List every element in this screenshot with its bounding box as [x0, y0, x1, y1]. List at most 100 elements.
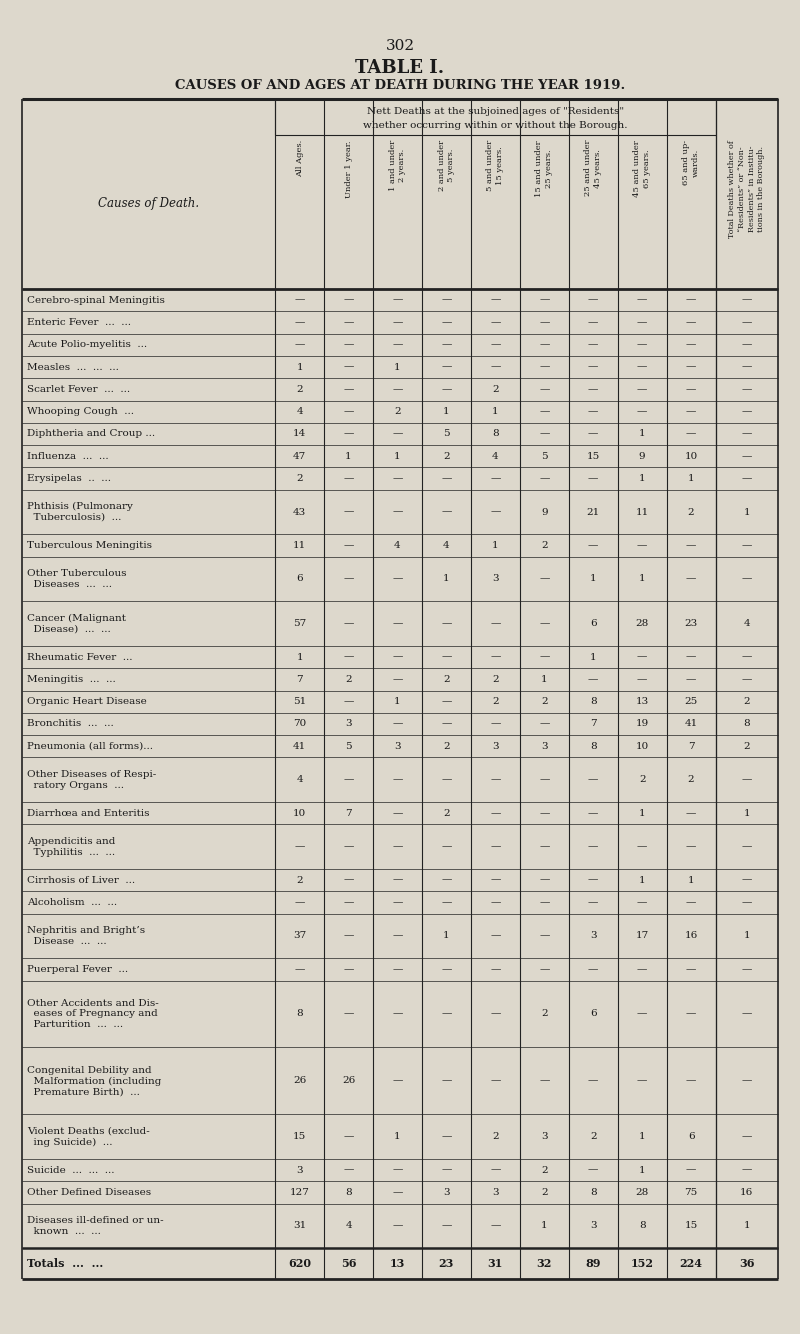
Text: —: —: [294, 340, 305, 350]
Text: —: —: [742, 296, 752, 304]
Text: —: —: [490, 619, 501, 628]
Text: 4: 4: [394, 542, 401, 550]
Text: —: —: [294, 898, 305, 907]
Text: 5: 5: [346, 742, 352, 751]
Text: 9: 9: [541, 507, 547, 516]
Text: 6: 6: [296, 575, 303, 583]
Text: —: —: [490, 775, 501, 784]
Text: —: —: [490, 964, 501, 974]
Text: —: —: [490, 474, 501, 483]
Text: —: —: [539, 1077, 550, 1086]
Text: 1: 1: [639, 875, 646, 884]
Text: —: —: [490, 1010, 501, 1018]
Text: —: —: [539, 474, 550, 483]
Text: —: —: [539, 386, 550, 394]
Text: —: —: [392, 1222, 402, 1230]
Text: —: —: [442, 775, 451, 784]
Text: —: —: [539, 652, 550, 662]
Text: 2: 2: [492, 386, 498, 394]
Text: —: —: [343, 964, 354, 974]
Text: —: —: [392, 619, 402, 628]
Text: —: —: [442, 1010, 451, 1018]
Text: Other Diseases of Respi-
  ratory Organs  ...: Other Diseases of Respi- ratory Organs .…: [27, 770, 156, 790]
Text: —: —: [392, 898, 402, 907]
Text: —: —: [686, 575, 696, 583]
Text: —: —: [392, 842, 402, 851]
Text: 3: 3: [296, 1166, 303, 1175]
Text: —: —: [588, 1077, 598, 1086]
Text: 56: 56: [341, 1258, 356, 1270]
Text: —: —: [637, 317, 647, 327]
Text: —: —: [637, 675, 647, 684]
Text: 15: 15: [685, 1222, 698, 1230]
Text: 32: 32: [537, 1258, 552, 1270]
Text: Influenza  ...  ...: Influenza ... ...: [27, 452, 109, 460]
Text: —: —: [742, 363, 752, 372]
Text: 36: 36: [739, 1258, 754, 1270]
Text: 26: 26: [293, 1077, 306, 1086]
Text: Organic Heart Disease: Organic Heart Disease: [27, 698, 146, 706]
Text: —: —: [742, 1166, 752, 1175]
Text: —: —: [392, 296, 402, 304]
Text: —: —: [294, 296, 305, 304]
Text: —: —: [392, 775, 402, 784]
Text: —: —: [539, 719, 550, 728]
Text: —: —: [539, 407, 550, 416]
Text: —: —: [442, 507, 451, 516]
Text: 1: 1: [394, 698, 401, 706]
Text: —: —: [539, 430, 550, 439]
Text: 11: 11: [635, 507, 649, 516]
Text: —: —: [637, 1010, 647, 1018]
Text: —: —: [392, 507, 402, 516]
Text: whether occurring within or without the Borough.: whether occurring within or without the …: [363, 121, 627, 129]
Text: —: —: [294, 842, 305, 851]
Text: 15: 15: [293, 1133, 306, 1141]
Text: Erysipelas  ..  ...: Erysipelas .. ...: [27, 474, 111, 483]
Text: Phthisis (Pulmonary
  Tuberculosis)  ...: Phthisis (Pulmonary Tuberculosis) ...: [27, 502, 133, 522]
Text: —: —: [588, 317, 598, 327]
Text: 25: 25: [685, 698, 698, 706]
Text: —: —: [539, 575, 550, 583]
Text: —: —: [343, 474, 354, 483]
Text: 3: 3: [346, 719, 352, 728]
Text: —: —: [490, 719, 501, 728]
Text: —: —: [742, 675, 752, 684]
Text: —: —: [637, 1077, 647, 1086]
Text: 8: 8: [296, 1010, 303, 1018]
Text: 2: 2: [541, 1189, 547, 1197]
Text: —: —: [539, 317, 550, 327]
Text: —: —: [392, 931, 402, 940]
Text: Bronchitis  ...  ...: Bronchitis ... ...: [27, 719, 114, 728]
Text: —: —: [588, 898, 598, 907]
Text: 75: 75: [685, 1189, 698, 1197]
Text: —: —: [686, 430, 696, 439]
Text: 2: 2: [541, 1010, 547, 1018]
Text: Nephritis and Bright’s
  Disease  ...  ...: Nephritis and Bright’s Disease ... ...: [27, 926, 145, 946]
Text: —: —: [637, 407, 647, 416]
Text: 65 and up-
wards.: 65 and up- wards.: [682, 140, 700, 185]
Text: 2: 2: [492, 698, 498, 706]
Text: 4: 4: [346, 1222, 352, 1230]
Text: —: —: [343, 775, 354, 784]
Text: —: —: [392, 964, 402, 974]
Text: —: —: [392, 317, 402, 327]
Text: —: —: [686, 296, 696, 304]
Text: —: —: [442, 1077, 451, 1086]
Text: 1: 1: [492, 542, 498, 550]
Text: 1: 1: [443, 575, 450, 583]
Text: 1: 1: [443, 407, 450, 416]
Text: —: —: [343, 430, 354, 439]
Text: 3: 3: [394, 742, 401, 751]
Text: —: —: [742, 775, 752, 784]
Text: —: —: [490, 340, 501, 350]
Text: 1: 1: [346, 452, 352, 460]
Text: —: —: [343, 386, 354, 394]
Text: —: —: [742, 652, 752, 662]
Text: —: —: [742, 1010, 752, 1018]
Text: —: —: [343, 842, 354, 851]
Text: —: —: [442, 1222, 451, 1230]
Text: Suicide  ...  ...  ...: Suicide ... ... ...: [27, 1166, 114, 1175]
Text: —: —: [637, 296, 647, 304]
Text: —: —: [392, 719, 402, 728]
Text: —: —: [343, 542, 354, 550]
